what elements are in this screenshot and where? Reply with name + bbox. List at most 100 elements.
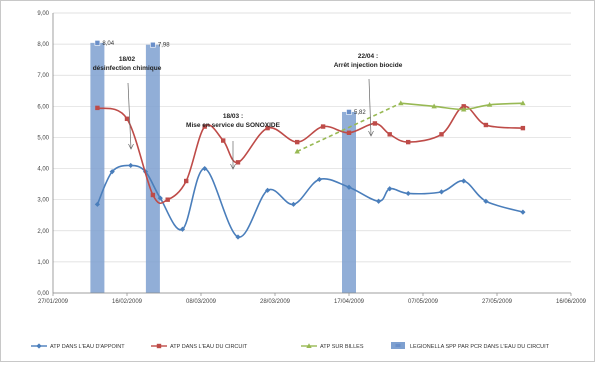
data-point (520, 209, 526, 215)
y-tick-label: 9,00 (37, 11, 49, 17)
data-point (184, 178, 189, 184)
data-point (439, 132, 444, 137)
y-tick-label: 4,00 (37, 167, 49, 173)
legend-label: ATP DANS L'EAU D'APPOINT (50, 344, 125, 350)
axes: 0,00 1,00 2,00 3,00 4,00 5,00 6,00 7,00 8,00 9,00… (37, 11, 586, 305)
series-line-dashed (296, 102, 402, 153)
annotation-arrow (368, 78, 372, 137)
data-point (156, 343, 162, 349)
data-point (221, 138, 226, 143)
data-point (95, 105, 100, 111)
annotation-arrow (127, 82, 132, 150)
annotation-arrowhead (128, 143, 134, 150)
data-point (295, 139, 300, 145)
annotation-arrowhead (230, 163, 236, 170)
data-point (235, 234, 241, 240)
data-point (346, 130, 352, 135)
data-point (94, 201, 100, 207)
x-tick-label: 28/03/2009 (260, 299, 291, 305)
x-tick-label: 08/03/2009 (186, 299, 217, 305)
bar-data-label: 8,04 (102, 41, 114, 47)
x-tick-label: 17/04/2009 (334, 299, 365, 305)
data-point (461, 106, 467, 112)
data-point (372, 121, 378, 126)
data-point (387, 186, 393, 192)
data-point (376, 198, 382, 204)
data-point (438, 189, 445, 195)
annotation-text: Mise en service du SONOXIDE (186, 122, 281, 129)
data-point (520, 100, 526, 106)
data-point (202, 165, 208, 172)
data-point (346, 184, 352, 190)
data-point (431, 103, 437, 109)
y-tick-label: 6,00 (37, 104, 49, 110)
x-tick-label: 27/05/2009 (482, 299, 513, 305)
gridlines (53, 12, 571, 294)
annotation-text: 18/03 : (223, 113, 243, 120)
data-point (109, 169, 115, 175)
data-point (290, 201, 297, 207)
x-tick-label: 16/02/2009 (112, 299, 143, 305)
data-point (406, 139, 411, 145)
bar-data-label: 7,98 (158, 43, 170, 49)
data-point (398, 100, 404, 106)
data-point (157, 195, 163, 201)
y-tick-label: 7,00 (37, 73, 49, 79)
data-point (294, 148, 300, 154)
annotation-text: désinfection chimique (93, 65, 162, 72)
data-point (150, 192, 156, 198)
annotation-text: Arrêt injection biocide (334, 62, 403, 69)
data-point (128, 162, 134, 169)
x-tick-label: 16/06/2009 (556, 299, 587, 305)
series-lines (94, 100, 526, 240)
data-point (461, 104, 466, 109)
legionella-marker (94, 40, 101, 46)
legend-label: LEGIONELLA SPP PAR PCR DANS L'EAU DU CIR… (410, 344, 550, 350)
legend-label: ATP SUR BILLES (320, 344, 364, 350)
data-point (124, 116, 130, 121)
legionella-bar (90, 42, 105, 293)
y-tick-label: 1,00 (37, 260, 49, 266)
data-point (306, 343, 312, 348)
annotation-text: 22/04 : (358, 53, 378, 60)
x-tick-label: 07/05/2009 (408, 299, 439, 305)
legend-marker (395, 344, 401, 347)
data-point (520, 125, 526, 131)
data-point (483, 122, 489, 128)
data-point (165, 197, 170, 202)
data-point (36, 343, 42, 349)
legend-label: ATP DANS L'EAU DU CIRCUIT (170, 344, 248, 350)
data-point (387, 132, 392, 137)
data-point (316, 176, 322, 183)
data-point (179, 226, 186, 232)
y-tick-label: 8,00 (37, 42, 49, 48)
data-point (320, 124, 326, 129)
series-line (97, 105, 523, 205)
annotation-arrowhead (368, 130, 374, 137)
legionella-bar (342, 111, 356, 293)
y-tick-label: 3,00 (37, 198, 49, 204)
annotation-text: 18/02 (119, 56, 136, 63)
data-point (265, 125, 270, 131)
bars: 8,04 7,98 5,82 (90, 40, 366, 293)
legionella-marker (150, 41, 156, 48)
y-tick-label: 5,00 (37, 135, 49, 141)
data-point (483, 198, 489, 204)
legionella-bar (145, 44, 160, 293)
y-tick-label: 2,00 (37, 229, 49, 235)
annotations: 18/02 désinfection chimique 18/03 : Mise en… (93, 53, 403, 170)
data-point (461, 178, 467, 184)
data-point (265, 187, 271, 193)
data-point (405, 190, 411, 197)
y-tick-label: 0,00 (37, 291, 49, 297)
data-point (235, 160, 241, 165)
legend: ATP DANS L'EAU D'APPOINT ATP DANS L'EAU D… (31, 342, 550, 350)
data-point (486, 101, 493, 107)
bar-data-label: 5,82 (354, 110, 366, 116)
series-line (96, 164, 524, 238)
x-tick-label: 27/01/2009 (38, 299, 69, 305)
data-point (202, 124, 207, 129)
legionella-marker (346, 109, 352, 115)
